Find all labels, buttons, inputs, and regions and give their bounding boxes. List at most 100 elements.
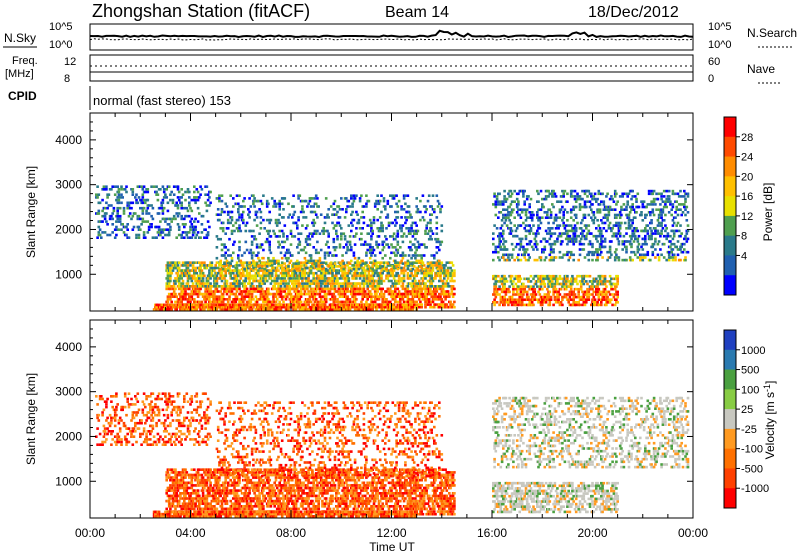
heatmap-cell xyxy=(189,292,192,296)
heatmap-cell xyxy=(287,248,290,252)
heatmap-cell xyxy=(177,212,181,215)
heatmap-cell xyxy=(223,262,226,265)
heatmap-cell xyxy=(296,267,299,271)
heatmap-cell xyxy=(548,232,552,235)
heatmap-cell xyxy=(380,279,383,283)
heatmap-cell xyxy=(169,217,172,221)
heatmap-cell xyxy=(355,274,358,278)
heatmap-cell xyxy=(553,295,557,299)
heatmap-cell xyxy=(519,245,523,249)
heatmap-cell xyxy=(343,292,347,296)
heatmap-cell xyxy=(412,277,416,280)
heatmap-cell xyxy=(603,282,607,286)
heatmap-cell xyxy=(193,298,196,301)
heatmap-cell xyxy=(214,266,217,270)
heatmap-cell xyxy=(235,290,239,293)
heatmap-cell xyxy=(255,262,259,265)
heatmap-cell xyxy=(548,280,552,283)
heatmap-cell xyxy=(162,190,166,194)
heatmap-cell xyxy=(107,193,111,196)
heatmap-cell xyxy=(306,261,309,264)
heatmap-cell xyxy=(510,274,514,278)
heatmap-cell xyxy=(514,287,518,291)
heatmap-cell xyxy=(338,295,342,298)
heatmap-cell xyxy=(450,277,454,280)
heatmap-cell xyxy=(304,227,308,230)
heatmap-cell xyxy=(357,221,361,225)
heatmap-cell xyxy=(259,246,263,249)
heatmap-cell xyxy=(611,303,614,307)
heatmap-cell xyxy=(123,188,127,191)
heatmap-cell xyxy=(98,228,102,231)
heatmap-cell xyxy=(351,282,354,285)
heatmap-cell xyxy=(518,248,521,251)
heatmap-cell xyxy=(273,285,276,288)
heatmap-cell xyxy=(533,295,537,299)
heatmap-cell xyxy=(541,197,544,201)
heatmap-cell xyxy=(549,248,553,251)
heatmap-cell xyxy=(350,197,353,200)
heatmap-cell xyxy=(159,188,162,191)
heatmap-cell xyxy=(117,193,121,196)
heatmap-cell xyxy=(505,258,509,262)
heatmap-cell xyxy=(440,261,444,264)
heatmap-cell xyxy=(562,221,565,225)
heatmap-cell xyxy=(366,243,369,246)
heatmap-cell xyxy=(106,233,109,237)
heatmap-cell xyxy=(169,198,172,202)
heatmap-cell xyxy=(417,298,421,301)
heatmap-cell xyxy=(497,250,500,254)
heatmap-cell xyxy=(411,298,415,301)
heatmap-cell xyxy=(299,248,303,252)
heatmap-cell xyxy=(492,232,495,235)
heatmap-cell xyxy=(389,300,392,304)
beam-label: Beam 14 xyxy=(385,4,449,21)
heatmap-cell xyxy=(503,195,506,198)
heatmap-cell xyxy=(504,277,508,281)
heatmap-cell xyxy=(387,224,391,227)
heatmap-cell xyxy=(616,213,619,217)
heatmap-cell xyxy=(351,285,354,288)
heatmap-cell xyxy=(397,290,401,293)
heatmap-cell xyxy=(390,243,393,246)
heatmap-cell xyxy=(549,295,553,299)
heatmap-cell xyxy=(314,271,318,275)
heatmap-cell xyxy=(120,228,123,231)
heatmap-cell xyxy=(402,300,406,304)
heatmap-cell xyxy=(431,194,435,197)
heatmap-cell xyxy=(591,282,594,286)
heatmap-cell xyxy=(407,232,411,235)
heatmap-cell xyxy=(297,290,300,293)
heatmap-cell xyxy=(171,198,175,202)
heatmap-cell xyxy=(370,237,373,241)
heatmap-cell xyxy=(278,221,281,225)
heatmap-cell xyxy=(494,280,498,283)
heatmap-cell xyxy=(371,267,374,271)
heatmap-cell xyxy=(572,219,575,222)
heatmap-cell xyxy=(391,235,395,238)
heatmap-cell xyxy=(514,274,518,278)
heatmap-cell xyxy=(378,216,382,219)
heatmap-cell xyxy=(440,303,444,306)
heatmap-cell xyxy=(247,274,250,278)
heatmap-cell xyxy=(384,235,387,238)
heatmap-cell xyxy=(625,208,628,211)
heatmap-cell xyxy=(284,269,288,272)
heatmap-cell xyxy=(338,243,342,246)
heatmap-cell xyxy=(291,267,294,271)
heatmap-cell xyxy=(433,261,436,264)
heatmap-cell xyxy=(183,225,186,229)
heatmap-cell xyxy=(529,280,533,283)
heatmap-cell xyxy=(524,213,528,217)
heatmap-cell xyxy=(318,232,322,235)
heatmap-cell xyxy=(102,185,106,188)
heatmap-cell xyxy=(514,282,518,286)
heatmap-cell xyxy=(519,301,523,304)
heatmap-cell xyxy=(258,259,261,263)
heatmap-cell xyxy=(509,280,513,283)
heatmap-cell xyxy=(250,295,254,298)
heatmap-cell xyxy=(522,293,525,296)
heatmap-cell xyxy=(381,229,384,233)
heatmap-cell xyxy=(262,279,265,283)
heatmap-cell xyxy=(203,261,206,264)
